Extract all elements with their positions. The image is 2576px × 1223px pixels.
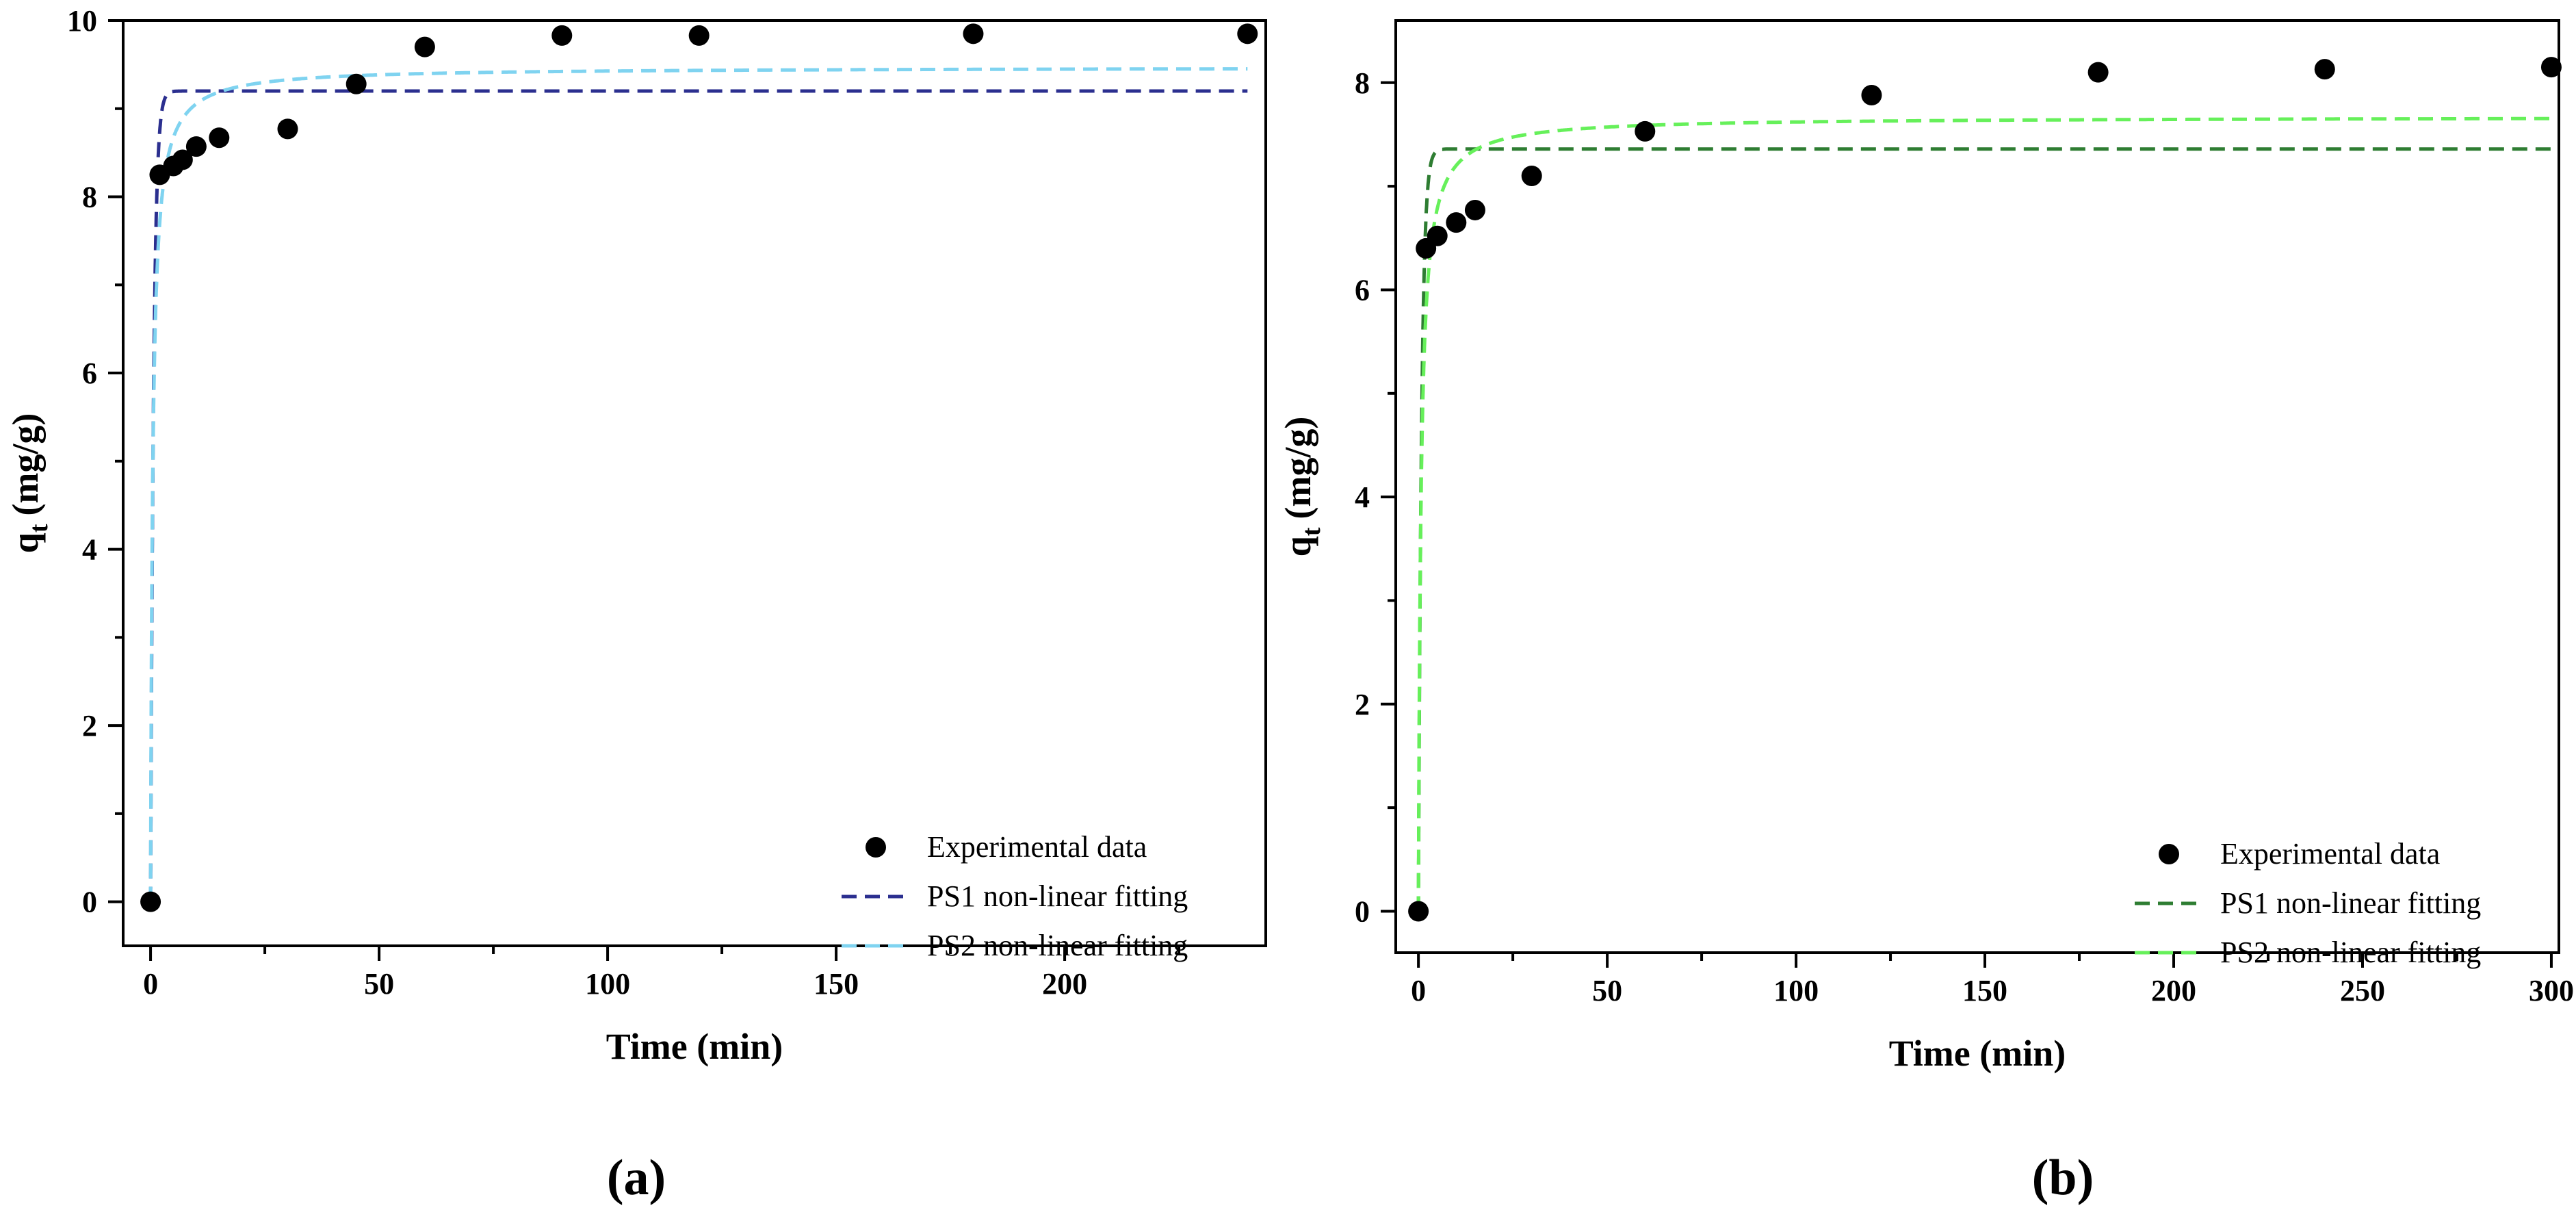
data-point xyxy=(209,127,230,149)
legend-marker xyxy=(2159,844,2179,864)
data-point xyxy=(140,891,161,912)
legend-item: PS2 non-linear fitting xyxy=(842,929,1188,962)
y-tick-label: 6 xyxy=(82,357,97,390)
data-point xyxy=(172,149,193,170)
x-tick-label: 50 xyxy=(1592,974,1622,1007)
data-point xyxy=(551,25,573,46)
y-axis-title-subscript: t xyxy=(1297,527,1326,536)
data-point xyxy=(1446,212,1467,233)
chart-panel-a: 0 50 100 150 200 0 2 4 6 8 10 Time (min) qt (mg/g) Exp… xyxy=(5,4,1267,1206)
x-tick-label: 250 xyxy=(2340,974,2385,1007)
y-axis-title-main: q xyxy=(5,532,46,553)
ps1-fit-curve xyxy=(148,89,1248,902)
data-point xyxy=(185,136,207,157)
data-point xyxy=(1237,23,1258,44)
ps2-fit-curve xyxy=(1416,116,2551,912)
x-tick-label: 150 xyxy=(1962,974,2007,1007)
legend-label: PS1 non-linear fitting xyxy=(2220,886,2481,920)
data-point xyxy=(688,25,710,46)
panel-label: (a) xyxy=(607,1150,666,1206)
data-point xyxy=(277,118,298,140)
data-point xyxy=(1427,225,1448,246)
data-point xyxy=(963,23,984,44)
ps1-fit-curve xyxy=(1416,147,2551,912)
legend-item: Experimental data xyxy=(866,830,1147,864)
x-tick-label: 200 xyxy=(1042,967,1087,1001)
data-point xyxy=(1861,84,1882,105)
y-tick-label: 0 xyxy=(82,886,97,919)
y-axis-title-subscript: t xyxy=(25,524,53,532)
legend-item: PS1 non-linear fitting xyxy=(2135,886,2481,920)
y-axis-title: qt (mg/g) xyxy=(5,413,53,554)
legend-label: PS2 non-linear fitting xyxy=(927,929,1188,962)
plot-frame xyxy=(122,19,1267,947)
data-point xyxy=(346,73,367,94)
x-axis-title: Time (min) xyxy=(1889,1033,2066,1074)
x-tick-label: 100 xyxy=(585,967,630,1001)
legend-item: PS1 non-linear fitting xyxy=(842,879,1188,913)
legend-item: Experimental data xyxy=(2159,837,2440,871)
data-point xyxy=(1521,166,1542,186)
y-axis-title: qt (mg/g) xyxy=(1277,417,1326,557)
x-tick-label: 100 xyxy=(1773,974,1819,1007)
data-point xyxy=(1408,901,1429,922)
data-point xyxy=(1635,120,1656,142)
legend-item: PS2 non-linear fitting xyxy=(2135,936,2481,969)
y-axis-title-unit: (mg/g) xyxy=(5,413,46,516)
data-point xyxy=(414,36,435,57)
plot-frame xyxy=(1394,19,2560,954)
y-tick-label: 10 xyxy=(67,4,97,38)
y-axis-title-unit: (mg/g) xyxy=(1277,417,1318,519)
x-tick-label: 0 xyxy=(143,967,158,1001)
y-tick-label: 8 xyxy=(82,181,97,214)
y-axis-title-main: q xyxy=(1277,536,1318,556)
data-point xyxy=(2087,62,2109,83)
legend-marker xyxy=(866,837,886,858)
y-tick-label: 6 xyxy=(1355,273,1370,307)
x-tick-label: 0 xyxy=(1411,974,1426,1007)
data-point xyxy=(1464,199,1485,220)
legend-label: Experimental data xyxy=(2220,837,2440,871)
x-tick-label: 150 xyxy=(814,967,859,1001)
legend-label: Experimental data xyxy=(927,830,1147,864)
x-tick-label: 200 xyxy=(2151,974,2196,1007)
legend-label: PS2 non-linear fitting xyxy=(2220,936,2481,969)
y-tick-label: 2 xyxy=(1355,688,1370,721)
y-tick-label: 4 xyxy=(82,533,97,567)
panel-label: (b) xyxy=(2032,1150,2094,1206)
legend-label: PS1 non-linear fitting xyxy=(927,879,1188,913)
y-tick-label: 4 xyxy=(1355,480,1370,514)
chart-panel-b: 0 50 100 150 200 250 300 0 2 4 6 8 Time (min) qt (mg/g… xyxy=(1277,19,2574,1206)
y-tick-label: 2 xyxy=(82,709,97,743)
x-tick-label: 300 xyxy=(2529,974,2574,1007)
ps2-fit-curve xyxy=(148,67,1248,902)
y-tick-label: 0 xyxy=(1355,894,1370,928)
x-axis-title: Time (min) xyxy=(606,1026,783,1067)
x-tick-label: 50 xyxy=(364,967,394,1001)
data-point xyxy=(2314,59,2335,80)
y-tick-label: 8 xyxy=(1355,66,1370,100)
data-point xyxy=(2540,57,2562,78)
